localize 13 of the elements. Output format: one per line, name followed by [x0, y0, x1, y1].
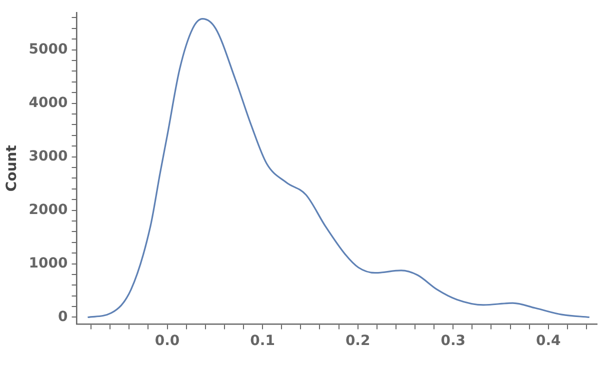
y-tick-label: 2000 — [28, 202, 68, 218]
y-tick-label: 1000 — [28, 255, 68, 272]
x-tick-label: 0.3 — [440, 333, 466, 350]
y-tick-label: 4000 — [28, 94, 68, 111]
line-series — [86, 18, 590, 318]
x-tick-label: 0.0 — [154, 333, 180, 350]
y-tick-label: 3000 — [28, 148, 68, 164]
x-tick-label: 0.1 — [250, 333, 275, 350]
x-tick-label: 0.2 — [345, 333, 370, 350]
y-tick-label: 5000 — [28, 41, 68, 58]
y-tick-label: 0 — [58, 308, 68, 325]
x-tick-label: 0.4 — [536, 333, 562, 350]
y-axis-title: Count — [4, 144, 20, 192]
